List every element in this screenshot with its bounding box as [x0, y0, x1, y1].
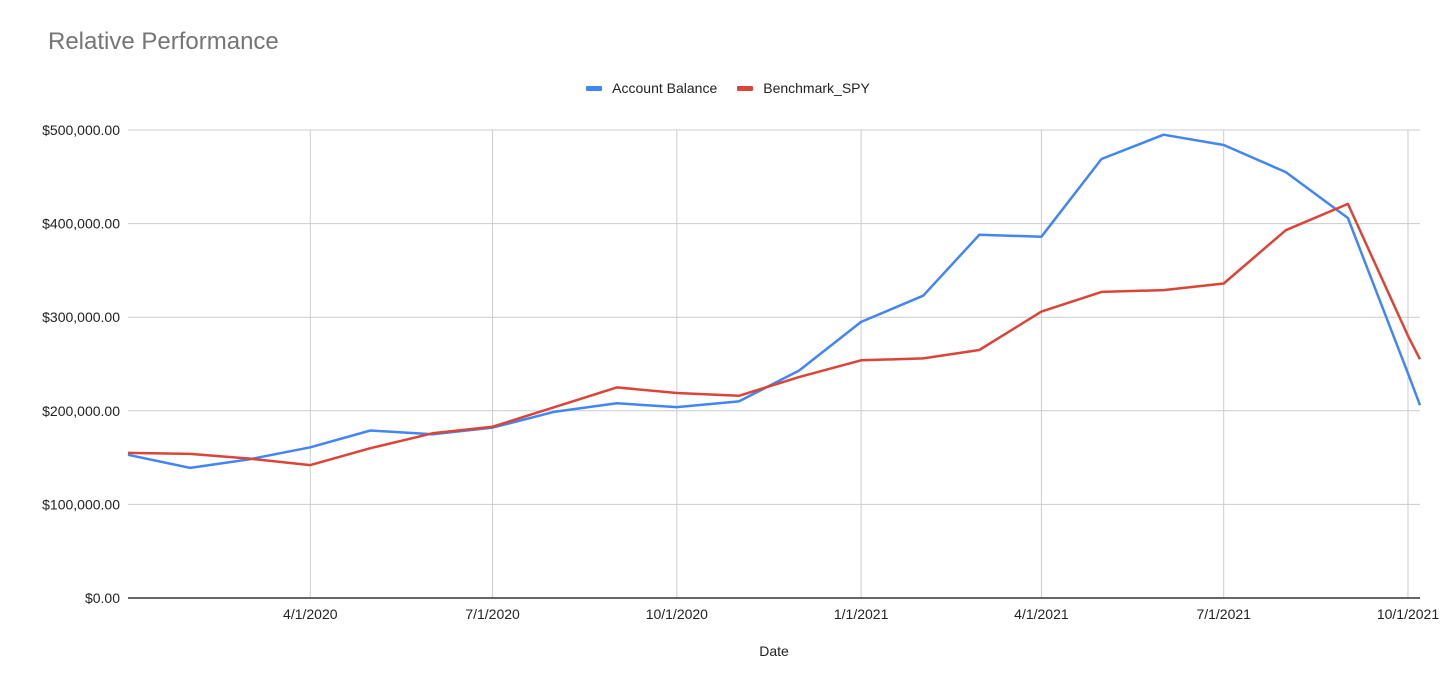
series-line-account-balance — [127, 133, 1422, 470]
y-tick-label: $300,000.00 — [42, 309, 120, 325]
x-tick-label: 1/1/2021 — [834, 606, 889, 622]
x-axis-title: Date — [759, 643, 789, 659]
y-tick-labels: $0.00 $100,000.00 $200,000.00 $300,000.00 $4… — [42, 122, 120, 606]
legend: Account Balance Benchmark_SPY — [0, 80, 1456, 96]
legend-swatch-account-balance — [586, 85, 603, 91]
y-tick-label: $200,000.00 — [42, 403, 120, 419]
x-tick-label: 4/1/2020 — [283, 606, 338, 622]
x-tick-label: 10/1/2020 — [646, 606, 708, 622]
series-line-benchmark-spy — [127, 202, 1422, 467]
legend-swatch-benchmark-spy — [737, 85, 754, 91]
x-tick-labels: 4/1/2020 7/1/2020 10/1/2020 1/1/2021 4/1/202… — [283, 606, 1439, 622]
x-tick-label: 4/1/2021 — [1014, 606, 1069, 622]
legend-label-account-balance: Account Balance — [612, 80, 718, 96]
legend-item-account-balance[interactable]: Account Balance — [586, 80, 717, 96]
legend-item-benchmark-spy[interactable]: Benchmark_SPY — [737, 80, 870, 96]
y-tick-label: $0.00 — [85, 590, 120, 606]
series-lines — [127, 133, 1422, 470]
vertical-gridlines — [309, 130, 1409, 598]
x-tick-label: 7/1/2021 — [1196, 606, 1251, 622]
chart-title: Relative Performance — [48, 28, 279, 55]
x-tick-label: 7/1/2020 — [465, 606, 520, 622]
horizontal-gridlines — [128, 129, 1420, 505]
y-tick-label: $100,000.00 — [42, 496, 120, 512]
y-tick-label: $500,000.00 — [42, 122, 120, 138]
x-tick-label: 10/1/2021 — [1377, 606, 1439, 622]
legend-label-benchmark-spy: Benchmark_SPY — [763, 80, 870, 96]
y-tick-label: $400,000.00 — [42, 216, 120, 232]
